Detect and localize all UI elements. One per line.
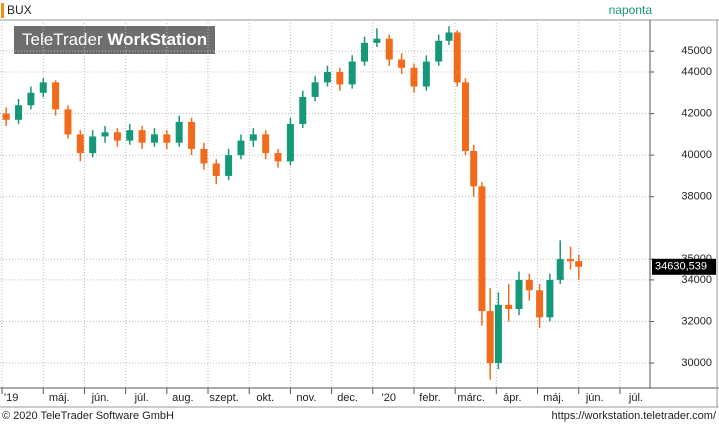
candle-body — [2, 113, 10, 120]
candle-body — [470, 150, 478, 187]
candle-body — [373, 38, 381, 43]
y-tick-label: 30000 — [681, 357, 712, 369]
candle-body — [323, 71, 331, 83]
x-tick-label: júl. — [628, 392, 643, 404]
last-price-label: 34630,539 — [655, 261, 707, 273]
candle-body — [398, 59, 406, 68]
candle-body — [494, 304, 502, 364]
candle-body — [150, 134, 158, 143]
candle-body — [478, 186, 486, 312]
candle-body — [515, 279, 523, 309]
x-tick-label: máj. — [543, 392, 564, 404]
candle-body — [536, 290, 544, 318]
candle-body — [39, 82, 47, 93]
candle-body — [89, 136, 97, 154]
candle-body — [299, 96, 307, 124]
y-tick-label: 42000 — [681, 107, 712, 119]
x-tick-label: okt. — [256, 392, 274, 404]
watermark-part: TeleTrader — [22, 30, 103, 49]
watermark: TeleTrader WorkStation — [22, 30, 207, 49]
candle-body — [27, 92, 35, 106]
candle-body — [188, 121, 196, 149]
candle-body — [361, 42, 369, 62]
candle-body — [101, 132, 109, 137]
candle-body — [237, 140, 245, 156]
candle-body — [410, 67, 418, 87]
candle-body — [64, 109, 72, 135]
x-tick-label: máj. — [49, 392, 70, 404]
candle-body — [385, 38, 393, 60]
x-tick-label: aug. — [172, 392, 193, 404]
x-tick-label: dec. — [337, 392, 358, 404]
chart-subtitle: naponta — [609, 3, 653, 17]
candle-body — [262, 134, 270, 154]
candle-body — [567, 259, 575, 262]
candle-body — [163, 134, 171, 143]
x-tick-label: '20 — [382, 392, 396, 404]
candle-body — [525, 279, 533, 291]
x-tick-label: febr. — [419, 392, 440, 404]
candle-body — [274, 153, 282, 162]
candle-body — [126, 130, 134, 141]
watermark-box — [14, 26, 215, 54]
x-tick-label: júl. — [134, 392, 149, 404]
x-tick-label: jún. — [91, 392, 110, 404]
y-tick-label: 34000 — [681, 274, 712, 286]
candle-body — [249, 134, 257, 141]
candle-body — [575, 261, 583, 267]
x-tick-label: ápr. — [503, 392, 521, 404]
chart-title: BUX — [7, 3, 32, 17]
y-tick-label: 32000 — [681, 315, 712, 327]
y-tick-label: 44000 — [681, 66, 712, 78]
candle-body — [546, 279, 554, 318]
candle-body — [15, 105, 23, 120]
x-tick-label: jún. — [585, 392, 604, 404]
candle-body — [556, 259, 564, 280]
candle-body — [486, 311, 494, 364]
candle-body — [138, 130, 146, 143]
candle-body — [113, 132, 121, 141]
last-price-box — [652, 258, 716, 275]
x-tick-label: nov. — [296, 392, 316, 404]
candle-body — [348, 61, 356, 85]
footer-left: © 2020 TeleTrader Software GmbH — [2, 410, 174, 422]
x-tick-label: szept. — [209, 392, 238, 404]
candle-body — [422, 61, 430, 87]
y-tick-label: 38000 — [681, 191, 712, 203]
candle-body — [76, 134, 84, 154]
candle-body — [336, 71, 344, 85]
y-tick-label: 40000 — [681, 149, 712, 161]
candle-body — [435, 40, 443, 62]
x-tick-label: '19 — [4, 392, 18, 404]
candle-body — [200, 148, 208, 164]
candle-body — [212, 163, 220, 176]
candle-body — [505, 304, 513, 309]
series-marker — [1, 3, 4, 18]
candle-body — [52, 82, 60, 110]
watermark-part: WorkStation — [107, 30, 207, 49]
footer-right: https://workstation.teletrader.com/ — [552, 410, 717, 422]
candle-body — [311, 82, 319, 97]
candle-body — [175, 121, 183, 143]
x-tick-label: márc. — [457, 392, 485, 404]
candle-body — [225, 155, 233, 176]
candle-body — [445, 32, 453, 41]
candle-body — [286, 123, 294, 162]
y-tick-label: 45000 — [681, 45, 712, 57]
candle-body — [461, 82, 469, 151]
candle-body — [453, 32, 461, 83]
